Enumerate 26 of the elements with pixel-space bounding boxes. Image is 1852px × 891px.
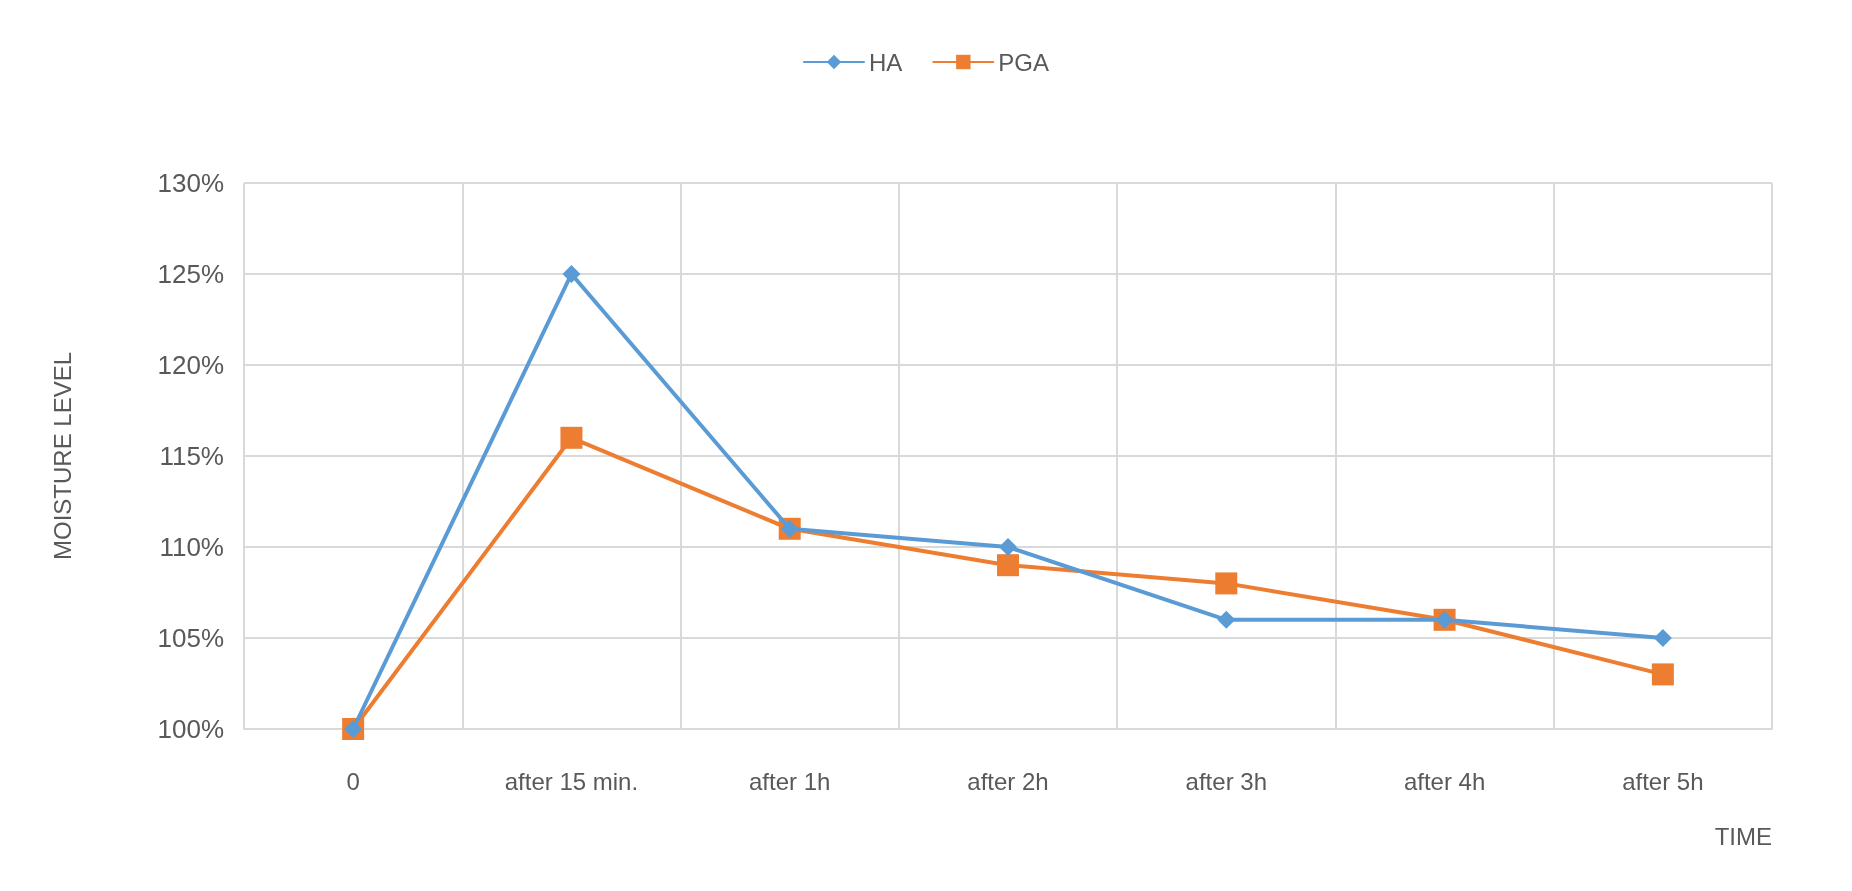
y-tick-label: 125% [157,259,224,289]
x-tick-label: after 2h [967,767,1049,795]
y-tick-label: 120% [157,350,224,380]
point [1653,629,1672,647]
point [999,538,1017,556]
point [1651,663,1674,686]
legend-label: PGA [998,48,1050,76]
x-tick-label: after 3h [1185,767,1267,795]
point [562,265,581,283]
y-axis-title: MOISTURE LEVEL [48,351,76,561]
point [997,554,1019,577]
legend-label: HA [868,48,903,76]
x-tick-label: after 5h [1622,767,1704,795]
point [560,426,583,449]
x-tick-label: after 1h [749,767,831,795]
x-tick-label: after 15 min. [504,767,639,795]
y-tick-label: 105% [157,623,224,653]
y-tick-label: 110% [159,532,224,562]
y-tick-label: 100% [157,714,224,744]
x-tick-label: 0 [346,767,360,795]
x-axis-title: TIME [1714,822,1772,850]
point [1215,572,1238,595]
x-tick-label: after 4h [1403,767,1486,795]
point [1217,610,1236,629]
y-tick-label: 130% [157,168,224,198]
y-tick-label: 115% [159,441,224,471]
